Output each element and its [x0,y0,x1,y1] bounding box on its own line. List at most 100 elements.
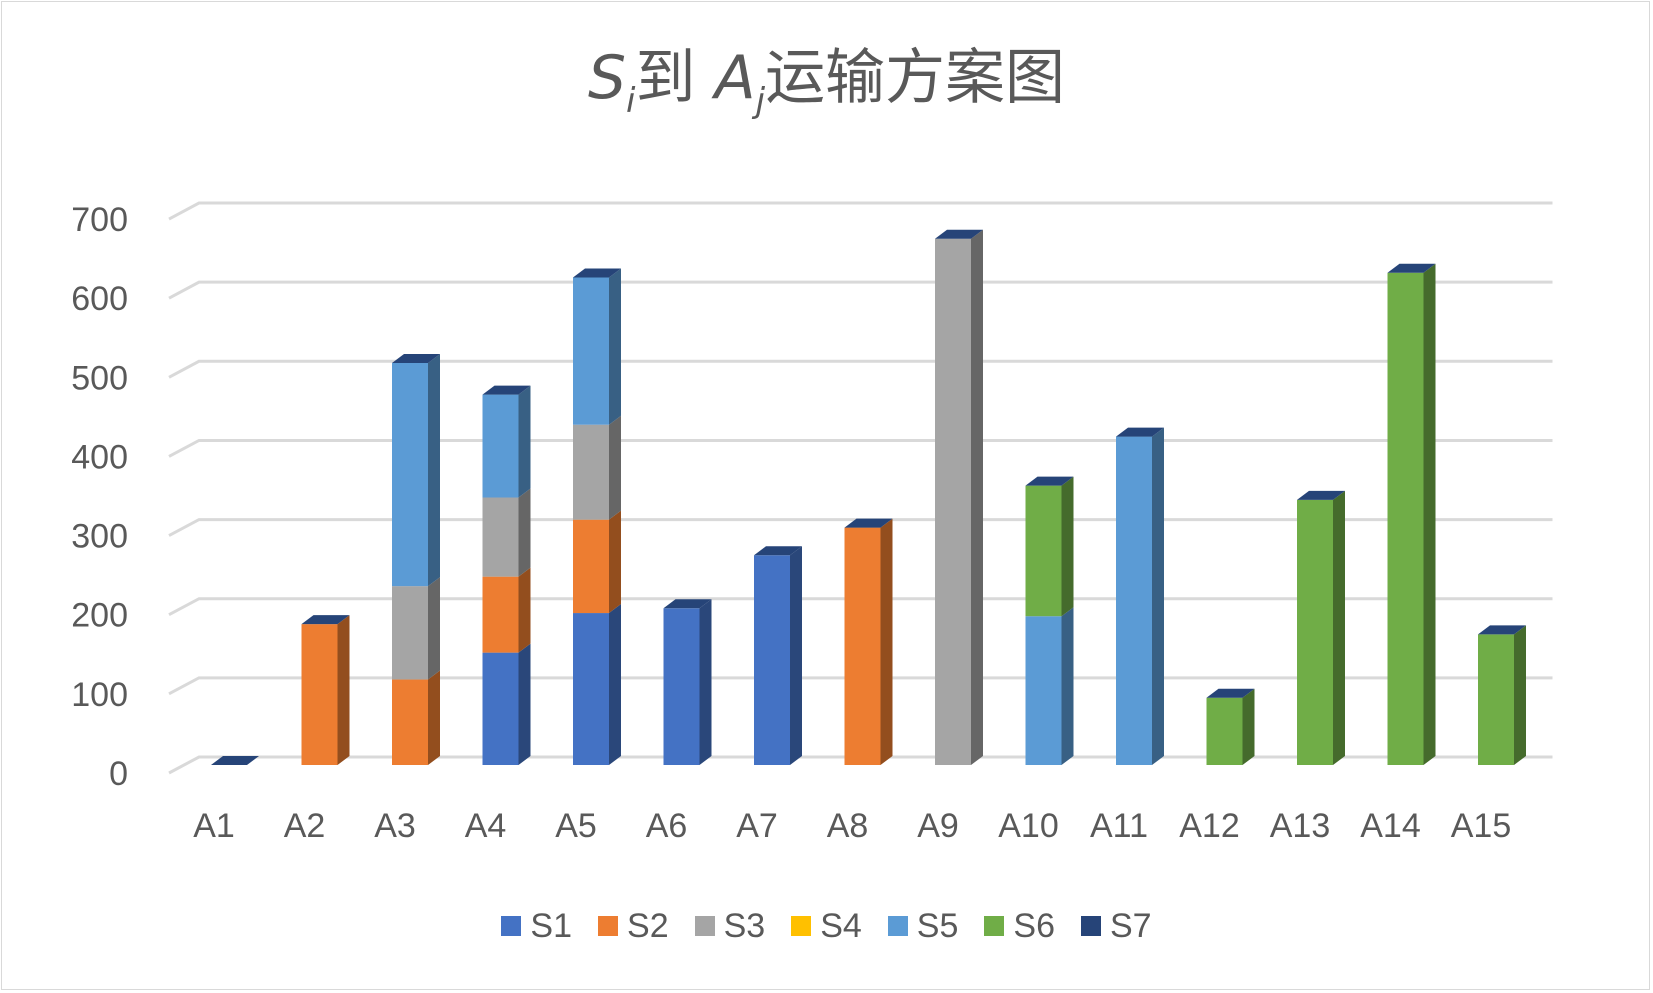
x-tick-label: A5 [555,807,597,845]
legend-item-S5: S5 [887,906,959,946]
x-tick-label: A4 [465,807,507,845]
legend-label: S6 [1013,906,1055,945]
bars [211,229,1526,765]
x-tick-label: A2 [284,807,326,845]
x-tick-label: A1 [193,807,235,845]
legend-swatch [1080,916,1101,936]
bar-A5-S2 [573,510,621,614]
bar-cap-A6 [663,599,712,609]
bar-A4-S5 [482,385,531,498]
legend-label: S2 [627,906,669,945]
legend-item-S3: S3 [694,906,766,946]
gridline-0 [168,755,1553,775]
x-tick-label: A6 [646,807,688,845]
legend-swatch [501,916,522,936]
x-tick-label: A10 [998,807,1059,845]
bar-A3-S3 [392,577,440,680]
bar-cap-A9 [935,229,983,239]
bar-A12-S6 [1206,688,1255,765]
bar-A11-S5 [1116,427,1164,765]
y-axis-ticks: 0 100 200 300 400 500 600 700 [71,201,128,793]
bar-A5-S1 [573,604,621,765]
legend-item-S7: S7 [1080,906,1152,946]
legend-label: S1 [530,906,573,945]
legend-item-S6: S6 [984,907,1055,946]
gridlines [168,201,1553,775]
legend-label: S4 [820,906,862,945]
bar-A5-S5 [573,268,621,425]
gridline-100 [168,676,1553,696]
gridline-500 [168,359,1553,379]
legend-swatch [598,916,619,936]
bar-A13-S6 [1297,490,1345,765]
bar-A3-S2 [392,670,440,765]
bar-cap-A11 [1116,427,1164,437]
legend-swatch [694,916,715,936]
bar-A8-S2 [844,518,893,765]
x-tick-label: A12 [1179,807,1240,845]
bar-A4-S2 [482,567,531,653]
y-tick-label: 200 [71,597,128,635]
bar-A10-S5 [1025,607,1074,765]
gridline-200 [168,597,1553,617]
legend-item-S2: S2 [598,907,669,946]
bar-cap-A1 [211,756,259,765]
bar-A7-S1 [754,546,802,765]
bar-A5-S3 [573,415,621,520]
bar-A4-S1 [482,643,531,765]
x-tick-label: A9 [917,807,959,845]
x-tick-label: A14 [1360,807,1421,845]
legend-label: S7 [1109,906,1152,945]
title-s-subscript: i [626,81,636,121]
y-tick-label: 400 [71,438,128,476]
legend-item-S4: S4 [791,907,862,946]
bar-cap-A13 [1297,490,1345,500]
bar-cap-A15 [1478,625,1526,635]
bar-cap-A3 [392,353,440,363]
x-tick-label: A13 [1270,807,1331,845]
bar-cap-A4 [482,385,531,395]
x-tick-label: A8 [827,807,869,845]
y-tick-label: 700 [71,201,128,239]
x-tick-label: A11 [1090,807,1148,845]
x-axis-ticks: A1 A2 A3 A4 A5 A6 A7 A8 A9 A10 A11 A12 A13 A14 A15 [193,807,1511,845]
title-middle: 到 [635,43,696,113]
y-tick-label: 100 [71,676,128,714]
bar-A10-S6 [1025,476,1074,617]
y-tick-label: 300 [71,518,128,556]
title-rest: 运输方案图 [765,43,1066,113]
legend-label: S3 [723,906,766,945]
y-tick-label: 600 [71,280,128,318]
gridline-600 [168,280,1553,300]
bar-cap-A7 [754,546,802,556]
bar-A15-S6 [1478,625,1526,765]
y-tick-label: 500 [71,359,128,397]
gridline-700 [168,201,1553,221]
gridline-400 [168,438,1553,458]
title-a: A [714,43,756,113]
title-a-subscript: j [755,81,766,121]
legend-label: S5 [916,906,959,945]
bar-cap-A5 [573,268,621,278]
bar-cap-A10 [1025,476,1074,486]
legend-swatch [791,916,812,936]
bar-A9-S3 [935,229,983,765]
bar-A6-S1 [663,599,712,765]
bar-cap-A8 [844,518,893,528]
y-tick-label: 0 [109,755,128,793]
bar-A3-S5 [392,353,440,587]
legend-item-S1: S1 [501,907,572,946]
bar-cap-A14 [1387,263,1436,273]
x-tick-label: A3 [374,807,416,845]
gridline-300 [168,518,1553,537]
bar-A2-S2 [301,615,350,765]
chart-title: Si到 Aj运输方案图 [0,38,1653,141]
bar-cap-A2 [301,615,350,625]
legend-swatch [984,916,1005,936]
bar-A14-S6 [1387,263,1436,765]
bar-A4-S3 [482,488,531,577]
bar-cap-A12 [1206,688,1255,698]
x-tick-label: A7 [736,807,778,845]
legend: S1 S2 S3 S4 S5 S6 S7 [0,901,1653,951]
